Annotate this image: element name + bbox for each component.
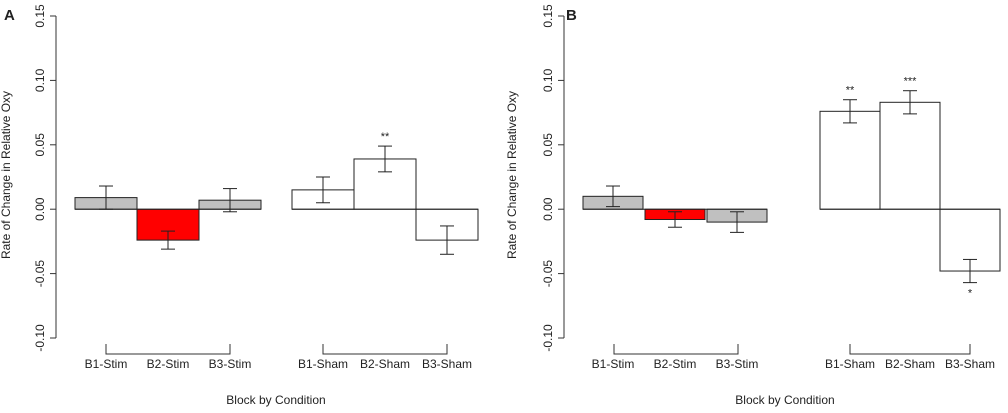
y-tick-label: 0.15 — [541, 4, 555, 28]
y-axis-label: Rate of Change in Relative Oxy — [505, 91, 519, 259]
chart-panel-a: A -0.10 -0.05 0.00 0.05 0.10 0.15 Rate of Chang… — [0, 4, 479, 407]
chart-panel-b: B -0.10 -0.05 0.00 0.05 0.10 0.15 Rate of Chang… — [505, 4, 1001, 407]
significance-marker: ** — [381, 131, 390, 143]
x-category-label: B1-Sham — [825, 357, 875, 371]
y-tick-label: -0.10 — [541, 324, 555, 352]
group-bracket — [105, 344, 231, 355]
y-tick-label: -0.10 — [33, 324, 47, 352]
significance-marker: * — [968, 288, 973, 300]
y-tick-label: 0.05 — [541, 133, 555, 157]
x-category-label: B1-Stim — [592, 357, 635, 371]
y-tick-label: 0.10 — [541, 68, 555, 92]
y-axis-label: Rate of Change in Relative Oxy — [0, 91, 13, 259]
x-category-label: B2-Sham — [885, 357, 935, 371]
y-tick-label: 0.05 — [33, 133, 47, 157]
x-category-label: B2-Sham — [360, 357, 410, 371]
group-bracket — [849, 344, 971, 355]
bar-b1-sham — [819, 110, 881, 210]
x-category-label: B3-Sham — [422, 357, 472, 371]
y-tick-label: 0.00 — [33, 197, 47, 221]
x-category-label: B2-Stim — [147, 357, 190, 371]
x-category-label: B3-Sham — [945, 357, 995, 371]
x-axis-label: Block by Condition — [735, 393, 834, 407]
y-tick-label: 0.15 — [33, 4, 47, 28]
panel-label: B — [566, 7, 577, 24]
x-category-label: B3-Stim — [209, 357, 252, 371]
x-category-label: B1-Sham — [298, 357, 348, 371]
bar-b2-sham — [879, 101, 941, 210]
significance-marker: ** — [846, 85, 855, 97]
x-category-label: B1-Stim — [85, 357, 128, 371]
x-category-label: B3-Stim — [716, 357, 759, 371]
group-bracket — [613, 344, 739, 355]
x-axis-label: Block by Condition — [226, 393, 325, 407]
significance-marker: *** — [904, 76, 918, 88]
y-tick-label: 0.10 — [33, 68, 47, 92]
group-bracket — [322, 344, 448, 355]
y-tick-label: -0.05 — [541, 260, 555, 288]
x-category-label: B2-Stim — [654, 357, 697, 371]
y-tick-label: -0.05 — [33, 260, 47, 288]
panel-label: A — [4, 7, 15, 24]
y-tick-label: 0.00 — [541, 197, 555, 221]
